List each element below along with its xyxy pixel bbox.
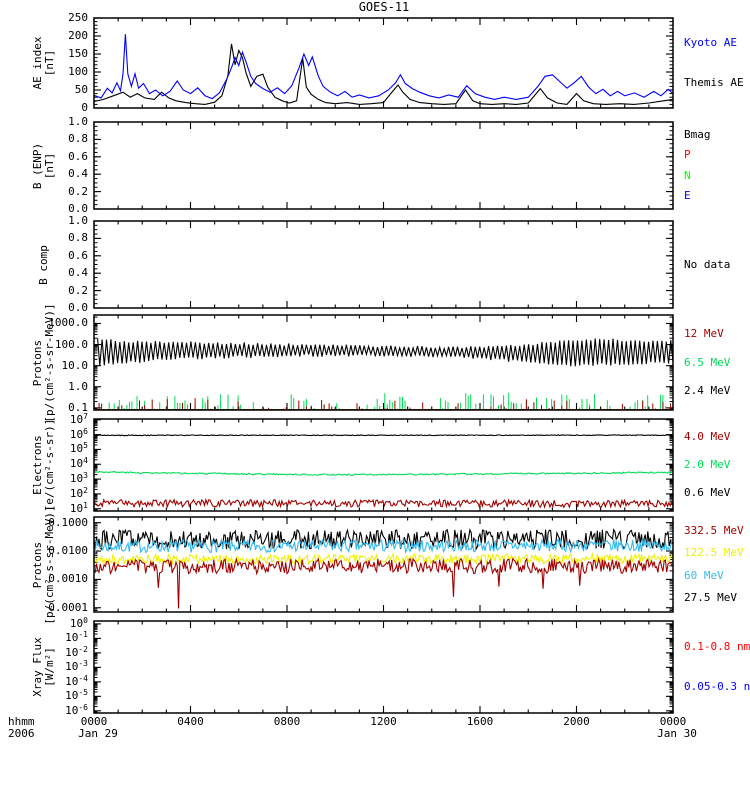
y-tick-label: 10-1: [65, 630, 88, 645]
y-tick-label: 0.8: [68, 231, 88, 245]
y-tick-label: 0.1000: [48, 515, 88, 529]
y-tick-label: 0.0010: [48, 572, 88, 586]
y-tick-label: 100.0: [54, 337, 88, 351]
legend-27.5-mev: 27.5 MeV: [684, 590, 737, 604]
y-tick-label: 0.2: [68, 283, 88, 297]
series-27.5-mev: [93, 528, 674, 551]
legend-12-mev: 12 MeV: [684, 326, 724, 340]
y-tick-label: 10-4: [65, 673, 88, 688]
y-tick-label: 0.0: [68, 301, 88, 314]
panel-electrons: [93, 418, 674, 512]
x-tick-label: 0000: [80, 715, 108, 728]
y-tick-label: 0.6: [68, 149, 88, 163]
x-tick-label: 0400: [177, 715, 204, 728]
panel-b-comp: [93, 220, 674, 309]
panel-ae-index: [93, 17, 674, 109]
series-332.5-mev: [93, 556, 674, 609]
y-tick-label: 103: [69, 471, 88, 486]
series-0.6-mev: [93, 434, 674, 437]
series-2.0-mev: [93, 470, 674, 477]
legend-n: N: [684, 168, 691, 182]
y-tick-label: 10-3: [65, 659, 88, 674]
y-tick-label: 0: [81, 101, 88, 114]
legend-e: E: [684, 188, 691, 202]
x-tick-label: 2000: [563, 715, 590, 728]
legend-0.1-0.8-nm: 0.1-0.8 nm: [684, 640, 750, 653]
y-tick-label: 105: [69, 441, 88, 456]
legend-bmag: Bmag: [684, 128, 711, 142]
series-2.4-mev: [97, 338, 674, 367]
y-tick-label: 50: [74, 83, 88, 96]
y-tick-label: 1.0: [68, 379, 88, 393]
legend-2.0-mev: 2.0 MeV: [684, 458, 731, 471]
series-themis-ae: [93, 43, 674, 105]
x-axis-format-label: hhmm: [8, 715, 35, 728]
legend-no-data: No data: [684, 257, 731, 271]
y-tick-label: 107: [69, 411, 88, 426]
x-tick-label: 0800: [273, 715, 301, 728]
x-axis-year-label: 2006: [8, 727, 35, 740]
y-tick-label: 0.2: [68, 184, 88, 198]
y-axis-title-b-enp: B (ENP) [nT]: [31, 142, 56, 189]
y-tick-label: 0.8: [68, 132, 88, 146]
legend-122.5-mev: 122.5 MeV: [684, 546, 744, 560]
y-tick-label: 102: [69, 485, 88, 500]
y-tick-label: 10-2: [65, 644, 88, 659]
y-tick-label: 150: [68, 47, 88, 60]
y-tick-label: 0.1: [68, 400, 88, 414]
y-tick-label: 1000.0: [48, 316, 88, 330]
legend-6.5-mev: 6.5 MeV: [684, 355, 731, 369]
series-60-mev: [93, 537, 674, 554]
y-axis-title-protons-high: Protons [p/(cm²-s-sr-MeV)]: [31, 504, 56, 625]
y-tick-label: 100: [68, 65, 88, 78]
y-axis-title-electrons: Electrons [e/(cm²-s-sr)]: [31, 418, 56, 512]
series-122.5-mev: [93, 552, 674, 566]
y-tick-label: 0.6: [68, 248, 88, 262]
y-axis-title-ae-index: AE index [nT]: [31, 36, 56, 90]
series-4.0-mev: [93, 497, 674, 510]
panel-b-enp: [93, 121, 674, 210]
y-tick-label: 104: [69, 456, 88, 471]
x-tick-label: 1600: [466, 715, 494, 728]
x-tick-label: 0000: [659, 715, 687, 728]
y-axis-title-b-comp: B comp: [37, 244, 50, 285]
legend-0.6-mev: 0.6 MeV: [684, 485, 731, 499]
legend-4.0-mev: 4.0 MeV: [684, 430, 731, 444]
legend-0.05-0.3-nm: 0.05-0.3 nm: [684, 680, 750, 693]
legend-themis-ae: Themis AE: [684, 75, 744, 89]
panel-protons-high: [93, 516, 674, 613]
y-tick-label: 0.4: [68, 266, 88, 280]
y-tick-label: 1.0: [68, 214, 88, 227]
chart-title: GOES-11: [358, 0, 410, 14]
panel-protons-low: [93, 314, 674, 411]
y-axis-title-xray-flux: Xray Flux [W/m²]: [31, 637, 56, 697]
y-tick-label: 10-5: [65, 688, 88, 703]
y-tick-label: 106: [69, 426, 88, 441]
legend-60-mev: 60 MeV: [684, 568, 724, 582]
y-tick-label: 10.0: [61, 358, 89, 372]
x-tick-label: 1200: [370, 715, 397, 728]
legend-332.5-mev: 332.5 MeV: [684, 524, 744, 538]
panel-xray-flux: [93, 620, 674, 714]
y-tick-label: 100: [69, 615, 88, 630]
legend-2.4-mev: 2.4 MeV: [684, 384, 731, 398]
legend-p: P: [684, 148, 691, 162]
y-tick-label: 0.4: [68, 167, 88, 181]
legend-kyoto-ae: Kyoto AE: [684, 36, 737, 50]
y-tick-label: 0.0: [68, 202, 88, 215]
y-tick-label: 101: [69, 500, 88, 515]
start-date-label: Jan 29: [78, 727, 118, 740]
y-tick-label: 200: [68, 29, 88, 42]
y-tick-label: 1.0: [68, 115, 88, 128]
series-kyoto-ae: [93, 34, 674, 100]
y-tick-label: 10-6: [65, 702, 88, 717]
y-tick-label: 250: [68, 11, 88, 24]
y-tick-label: 0.0001: [48, 600, 88, 614]
end-date-label: Jan 30: [657, 727, 697, 740]
y-tick-label: 0.0100: [48, 544, 88, 558]
y-axis-title-protons-low: Protons [p/(cm²-s-sr-MeV)]: [31, 302, 56, 423]
